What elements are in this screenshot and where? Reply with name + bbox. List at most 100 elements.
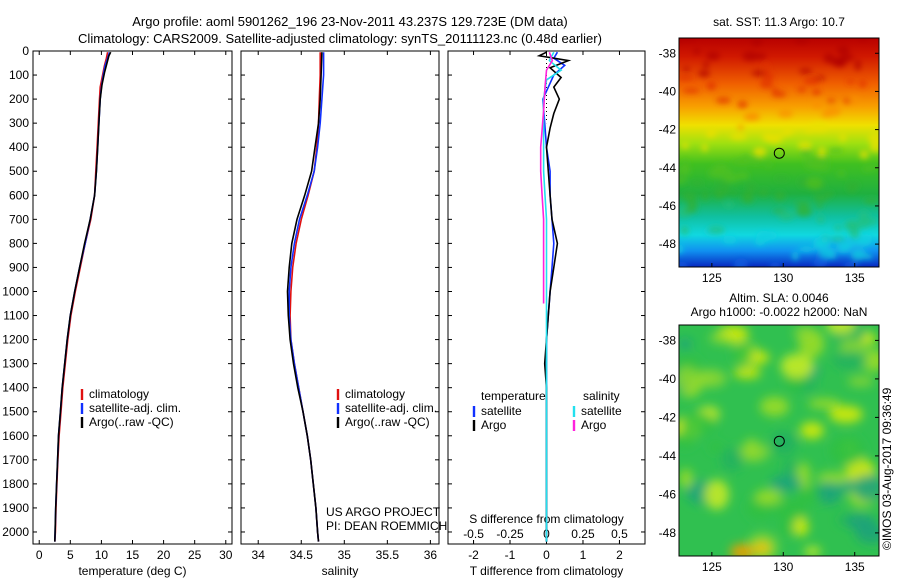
- sst-texture-blob: [702, 61, 710, 68]
- sst-texture: [679, 38, 879, 267]
- salinity-diff-xtick-label: 0.25: [571, 527, 595, 541]
- sst-texture-blob: [682, 158, 689, 171]
- temperature-xtick-label: 0: [36, 548, 43, 562]
- legend-temperature-title: temperature: [481, 389, 546, 403]
- figure-title-line2: Climatology: CARS2009. Satellite-adjuste…: [78, 31, 602, 46]
- sst_map-ytick-label: -42: [659, 123, 677, 137]
- sst-texture-blob: [794, 200, 811, 206]
- sst-texture-blob: [733, 262, 741, 267]
- depth-tick-label: 2000: [2, 525, 29, 539]
- depth-tick-label: 100: [9, 68, 29, 82]
- sla-texture: [679, 325, 879, 556]
- sst-texture-blob: [756, 52, 767, 60]
- sst-texture-blob: [828, 148, 844, 154]
- sst-texture-blob: [798, 246, 815, 252]
- sla_map-ytick-label: -40: [659, 372, 677, 386]
- sst-texture-blob: [846, 182, 857, 193]
- sla-heatmap: [679, 325, 879, 556]
- depth-tick-label: 1300: [2, 357, 29, 371]
- sla-texture-blob: [770, 475, 802, 492]
- sla_map-ytick-label: -42: [659, 410, 677, 424]
- sst-map-title: sat. SST: 11.3 Argo: 10.7: [713, 15, 845, 29]
- sst-texture-blob: [858, 210, 870, 222]
- sla_map-xtick-label: 135: [845, 560, 865, 574]
- temperature-series-climatology: [54, 52, 109, 542]
- depth-tick-label: 1200: [2, 333, 29, 347]
- sla-texture-blob: [679, 468, 693, 489]
- sla-texture-blob: [708, 442, 724, 453]
- salinity-legend-label: satellite-adj. clim.: [345, 401, 437, 415]
- sst-texture-blob: [717, 180, 729, 185]
- sst-texture-blob: [706, 130, 716, 139]
- sst-texture-blob: [793, 38, 809, 44]
- sla-texture-blob: [709, 332, 731, 344]
- sst-texture-blob: [681, 38, 698, 41]
- sst-texture-blob: [742, 191, 754, 204]
- sst-texture-blob: [846, 79, 855, 85]
- sst-texture-blob: [682, 88, 700, 94]
- sst-texture-blob: [681, 142, 689, 149]
- salinity-series-argo-raw-qc-: [286, 52, 323, 542]
- sst-texture-blob: [858, 79, 867, 88]
- sst-texture-blob: [742, 51, 759, 61]
- sla-texture-blob: [852, 475, 879, 502]
- sla-texture-blob: [759, 396, 790, 417]
- sla_map-ytick-label: -44: [659, 449, 677, 463]
- sst-texture-blob: [813, 258, 828, 267]
- depth-tick-label: 700: [9, 212, 29, 226]
- sla-texture-blob: [855, 523, 879, 544]
- sst-texture-blob: [869, 141, 879, 153]
- sla-texture-blob: [694, 369, 727, 388]
- sst-texture-blob: [818, 146, 826, 158]
- sla-texture-blob: [681, 411, 716, 435]
- depth-tick-label: 500: [9, 164, 29, 178]
- salinity-xtick-label: 34: [252, 548, 266, 562]
- temperature-series-argo-raw-qc-: [54, 51, 112, 542]
- depth-tick-label: 1900: [2, 501, 29, 515]
- sst-texture-blob: [862, 165, 871, 172]
- difference-xtick-label: 1: [580, 548, 587, 562]
- sst-texture-blob: [812, 97, 823, 109]
- sst_map-xtick-label: 130: [773, 271, 793, 285]
- sst-texture-blob: [813, 194, 828, 202]
- sla-map-panel: Altim. SLA: 0.0046 Argo h1000: -0.0022 h…: [659, 291, 880, 574]
- sst-texture-blob: [686, 200, 698, 209]
- sla-map-frame: [678, 324, 880, 557]
- sst-texture-blob: [830, 236, 846, 242]
- sla-texture-blob: [775, 499, 808, 524]
- sst-map-frame: [678, 37, 880, 268]
- sst_map-ytick-label: -38: [659, 46, 677, 60]
- sst-heatmap: [679, 38, 879, 267]
- sst-texture-blob: [769, 262, 781, 267]
- salinity-diff-xtick-label: 0.5: [611, 527, 628, 541]
- salinity-xtick-label: 34.5: [290, 548, 314, 562]
- temperature-panel: 0100200300400500600700800900100011001200…: [2, 44, 232, 578]
- sla-map-title-line2: Argo h1000: -0.0022 h2000: NaN: [691, 305, 868, 319]
- sst-texture-blob: [682, 66, 691, 72]
- depth-tick-label: 1700: [2, 453, 29, 467]
- salinity-legend-label: climatology: [345, 387, 405, 401]
- temperature-series-satellite-adj-clim-: [54, 51, 111, 542]
- sla_map-ytick-label: -48: [659, 526, 677, 540]
- depth-tick-label: 800: [9, 236, 29, 250]
- sst-map-panel: sat. SST: 11.3 Argo: 10.7 125 130 135 -38 -4…: [659, 15, 880, 285]
- sla-argo-location-marker: [773, 435, 785, 447]
- temperature-xtick-label: 5: [67, 548, 74, 562]
- figure-title-line1: Argo profile: aoml 5901262_196 23-Nov-20…: [132, 14, 568, 29]
- sla-texture-blob: [799, 422, 824, 439]
- sla-texture-blob: [794, 326, 816, 341]
- depth-tick-label: 1400: [2, 381, 29, 395]
- sst-texture-blob: [800, 148, 812, 158]
- sla-texture-blob: [732, 343, 754, 364]
- sst-texture-blob: [679, 261, 689, 267]
- sst-texture-blob: [708, 167, 725, 179]
- temperature-xtick-label: 30: [219, 548, 233, 562]
- sla-texture-blob: [847, 376, 874, 387]
- sst-texture-blob: [743, 114, 757, 120]
- salinity-frame: [240, 50, 440, 545]
- sst-texture-blob: [843, 98, 851, 104]
- sst-texture-blob: [771, 90, 787, 98]
- sst-texture-blob: [836, 45, 850, 55]
